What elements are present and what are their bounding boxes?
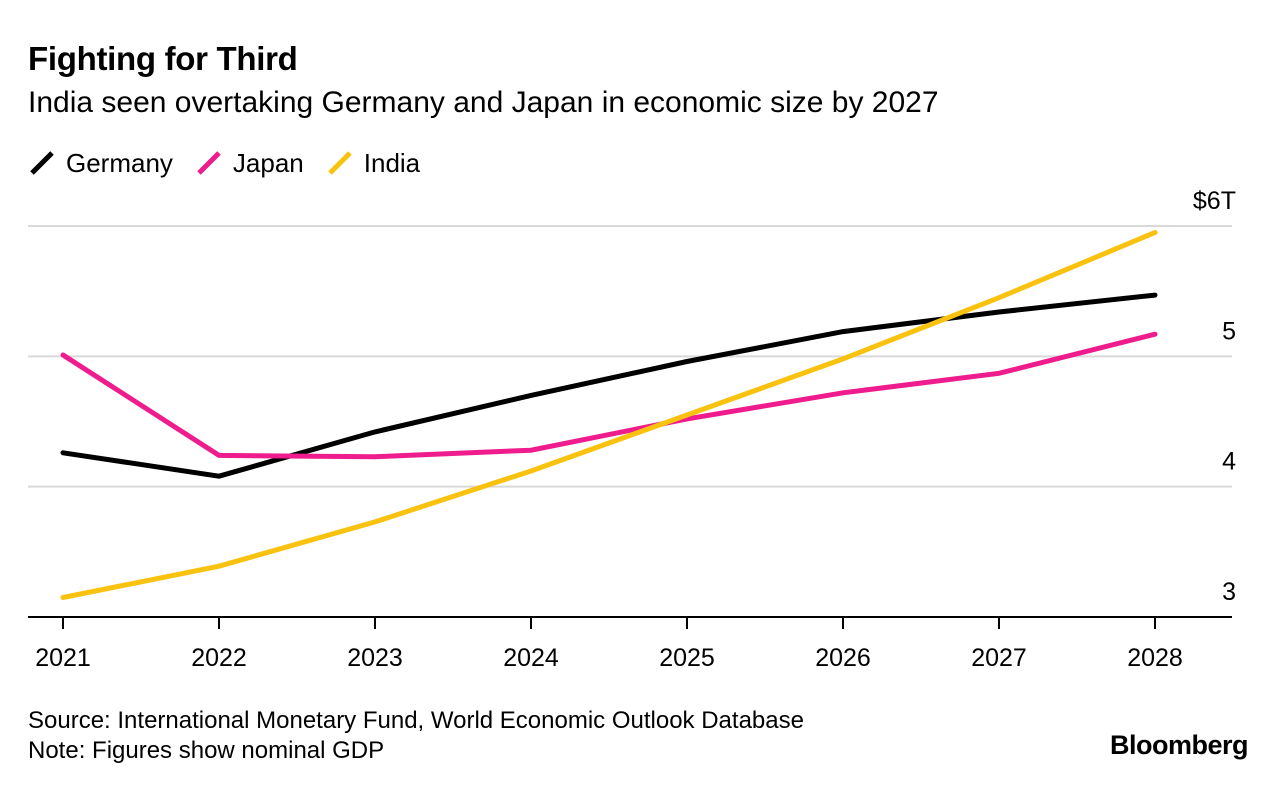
x-tick-label-2023: 2023 [347, 644, 403, 672]
legend-swatch-japan [197, 151, 221, 175]
x-tick-label-2021: 2021 [35, 644, 91, 672]
legend-label-japan: Japan [232, 147, 304, 178]
legend-swatch-germany [30, 151, 54, 175]
y-tick-label-4: 4 [1222, 448, 1236, 476]
y-tick-label-3: 3 [1222, 578, 1236, 606]
series-line-india [60, 230, 1158, 600]
footnotes: Source: International Monetary Fund, Wor… [28, 706, 804, 766]
y-tick-label-6: $6T [1193, 187, 1236, 215]
legend-label-germany: Germany [66, 147, 173, 178]
legend-swatch-india [327, 151, 352, 175]
x-tick-label-2027: 2027 [971, 644, 1027, 672]
figures-note: Note: Figures show nominal GDP [28, 737, 385, 764]
x-tick-label-2024: 2024 [503, 644, 559, 672]
legend-swatch-line-japan [197, 151, 221, 175]
legend-item-germany: Germany [28, 148, 173, 179]
source-note: Source: International Monetary Fund, Wor… [28, 707, 804, 734]
legend-swatch-line-india [327, 151, 352, 175]
legend-label-india: India [363, 147, 421, 178]
legend-item-japan: Japan [195, 148, 304, 179]
chart-legend: Germany Japan India [28, 145, 442, 181]
legend-swatch-line-germany [30, 151, 54, 175]
x-tick-label-2022: 2022 [191, 644, 247, 672]
series-line-germany [60, 292, 1158, 479]
chart-subtitle: India seen overtaking Germany and Japan … [28, 86, 939, 119]
x-tick-label-2025: 2025 [659, 644, 715, 672]
series-line-japan [60, 331, 1158, 460]
x-tick-label-2028: 2028 [1127, 644, 1183, 672]
bloomberg-logo: Bloomberg [1109, 730, 1249, 760]
x-tick-label-2026: 2026 [815, 644, 871, 672]
y-tick-label-5: 5 [1222, 317, 1236, 345]
legend-item-india: India [326, 148, 420, 179]
chart-title: Fighting for Third [28, 40, 298, 77]
